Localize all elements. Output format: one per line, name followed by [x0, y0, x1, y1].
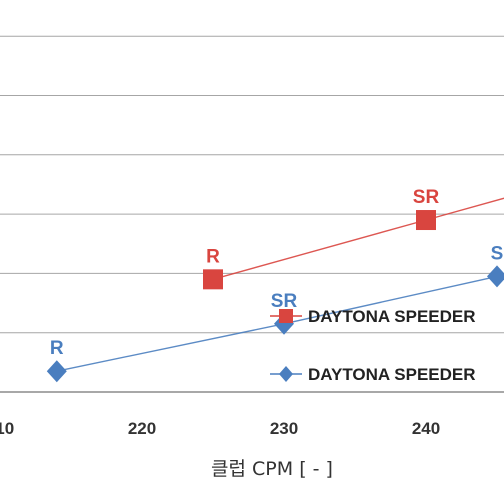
x-tick-label: 210 [0, 419, 14, 438]
legend-marker-square [279, 309, 293, 323]
series-lines [56, 197, 504, 372]
grid-lines [0, 35, 504, 393]
data-label: SR [271, 291, 298, 312]
data-label: R [50, 338, 64, 359]
x-axis-tick-labels: 210220230240250260270280 [0, 419, 440, 438]
data-label: SR [413, 187, 440, 208]
x-tick-label: 240 [412, 419, 440, 438]
data-label: R [206, 246, 220, 267]
data-point-diamond [46, 360, 67, 383]
legend-marker-diamond [279, 366, 293, 382]
x-tick-label: 230 [270, 419, 298, 438]
point-labels: R SR R SR S [50, 187, 503, 359]
x-tick-label: 220 [128, 419, 156, 438]
legend-label-1: DAYTONA SPEEDER [308, 365, 476, 384]
series-line-0 [212, 197, 504, 280]
series-line-1 [56, 273, 504, 372]
legend-label-0: DAYTONA SPEEDER [308, 307, 476, 326]
data-point-square [416, 210, 436, 231]
x-axis-title: 클럽 CPM [ - ] [211, 458, 333, 480]
data-point-square [203, 269, 223, 290]
data-point-diamond [487, 265, 504, 288]
data-label: S [491, 243, 504, 264]
legend: DAYTONA SPEEDER DAYTONA SPEEDER [270, 307, 476, 384]
